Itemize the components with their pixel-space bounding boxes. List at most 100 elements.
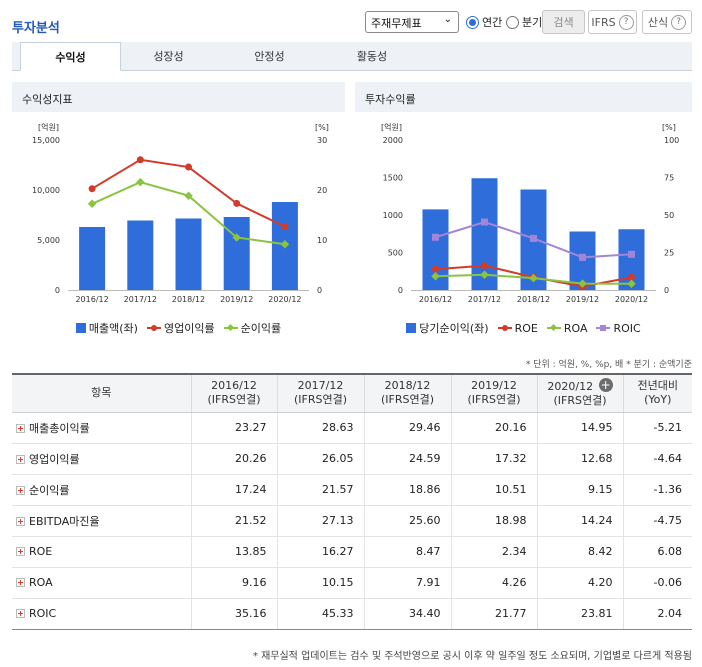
line-point[interactable] bbox=[281, 223, 289, 231]
legend-item[interactable]: 영업이익률 bbox=[146, 320, 215, 336]
legend-item[interactable]: ROIC bbox=[596, 322, 641, 335]
right-axis-unit: [%] bbox=[662, 123, 676, 132]
formula-button-label: 산식 bbox=[647, 16, 669, 29]
profitability-chart: [억원] [%] 15,000 10,000 5,000 0 30 20 10 0 2016/12 2… bbox=[32, 122, 329, 304]
value-cell: 10.15 bbox=[276, 567, 364, 599]
yoy-cell: -4.75 bbox=[622, 505, 692, 537]
line-point[interactable] bbox=[628, 250, 635, 258]
row-label-cell[interactable]: 영업이익률 bbox=[12, 443, 191, 475]
value-cell: 8.42 bbox=[536, 536, 623, 568]
legend-item[interactable]: 당기순이익(좌) bbox=[406, 320, 489, 336]
row-label: ROE bbox=[29, 545, 53, 558]
right-tick-label: 50 bbox=[664, 211, 674, 220]
row-label-cell[interactable]: ROE bbox=[12, 536, 191, 568]
update-footnote: * 재무실적 업데이트는 검수 및 주석반영으로 공시 이후 약 일주일 정도 … bbox=[252, 651, 692, 662]
tab-growth[interactable]: 성장성 bbox=[153, 50, 184, 63]
row-label-cell[interactable]: 매출총이익률 bbox=[12, 412, 191, 444]
right-tick-label: 10 bbox=[317, 236, 327, 245]
add-column-icon[interactable]: + bbox=[598, 378, 613, 393]
tab-activity[interactable]: 활동성 bbox=[356, 50, 388, 63]
line-swatch-icon bbox=[223, 323, 238, 333]
panel-title-investment-return: 투자수익률 bbox=[355, 82, 692, 112]
expand-icon[interactable] bbox=[16, 454, 25, 464]
line-point[interactable] bbox=[87, 199, 97, 209]
formula-help-button[interactable]: 산식 ? bbox=[642, 10, 692, 34]
bar[interactable] bbox=[175, 218, 202, 291]
value-cell: 12.68 bbox=[536, 443, 623, 475]
value-cell: 29.46 bbox=[363, 412, 451, 444]
line-swatch-icon bbox=[596, 323, 611, 333]
line-point[interactable] bbox=[280, 240, 290, 249]
line-point[interactable] bbox=[232, 233, 241, 242]
left-axis-unit: [억원] bbox=[38, 122, 59, 132]
line-point[interactable] bbox=[432, 233, 439, 241]
statement-select[interactable]: 주재무제표 ⌄ bbox=[365, 11, 459, 33]
line-point[interactable] bbox=[233, 199, 241, 207]
table-row: 매출총이익률 23.27 28.63 29.46 20.16 14.95 -5.21 bbox=[12, 412, 692, 444]
metric-tabs: 수익성 성장성 안정성 활동성 bbox=[12, 42, 692, 71]
annual-radio-label: 연간 bbox=[482, 16, 503, 29]
line-point[interactable] bbox=[628, 273, 635, 281]
line-point[interactable] bbox=[481, 218, 488, 226]
row-label-cell[interactable]: 순이익률 bbox=[12, 474, 191, 506]
statement-select-value: 주재무제표 bbox=[371, 17, 422, 30]
expand-icon[interactable] bbox=[16, 485, 25, 495]
row-label: 매출총이익률 bbox=[29, 421, 90, 435]
line-point[interactable] bbox=[136, 156, 144, 164]
line-point[interactable] bbox=[88, 185, 96, 193]
value-cell: 2.34 bbox=[450, 536, 537, 568]
value-cell: 14.24 bbox=[536, 505, 623, 537]
value-cell: 14.95 bbox=[536, 412, 623, 444]
legend-label: ROA bbox=[563, 321, 588, 335]
annual-radio[interactable]: 연간 bbox=[466, 14, 502, 30]
header-period: 2019/12 (IFRS연결) bbox=[450, 374, 537, 413]
row-label: 순이익률 bbox=[29, 483, 70, 497]
expand-icon[interactable] bbox=[16, 547, 25, 556]
left-tick-label: 1500 bbox=[383, 174, 403, 183]
expand-icon[interactable] bbox=[16, 516, 25, 526]
quarter-radio[interactable]: 분기 bbox=[506, 14, 542, 30]
right-tick-label: 75 bbox=[664, 174, 674, 183]
line-point[interactable] bbox=[184, 191, 193, 200]
legend-item[interactable]: ROE bbox=[497, 322, 538, 335]
expand-icon[interactable] bbox=[16, 609, 25, 618]
legend-item[interactable]: ROA bbox=[546, 321, 588, 335]
bar[interactable] bbox=[79, 227, 106, 290]
legend-label: 당기순이익(좌) bbox=[419, 322, 489, 335]
expand-icon[interactable] bbox=[16, 423, 25, 433]
line-point[interactable] bbox=[136, 177, 145, 187]
table-row: ROIC 35.16 45.33 34.40 21.77 23.81 2.04 bbox=[12, 598, 692, 630]
expand-icon[interactable] bbox=[16, 578, 25, 587]
x-tick-label: 2019/12 bbox=[220, 295, 253, 304]
line-swatch-icon bbox=[497, 323, 512, 333]
chevron-down-icon: ⌄ bbox=[443, 14, 452, 25]
line-point[interactable] bbox=[431, 272, 440, 281]
line-point[interactable] bbox=[481, 262, 488, 270]
value-cell: 8.47 bbox=[363, 536, 451, 568]
tab-stability[interactable]: 안정성 bbox=[254, 50, 285, 63]
header-period: 2017/12 (IFRS연결) bbox=[276, 374, 364, 413]
left-tick-label: 15,000 bbox=[32, 136, 60, 145]
bar[interactable] bbox=[127, 220, 154, 291]
bar[interactable] bbox=[223, 217, 250, 290]
row-label-cell[interactable]: ROIC bbox=[12, 598, 191, 630]
row-label-cell[interactable]: ROA bbox=[12, 567, 191, 599]
value-cell: 26.05 bbox=[276, 443, 364, 475]
ifrs-help-button[interactable]: IFRS ? bbox=[588, 10, 637, 34]
right-tick-label: 0 bbox=[664, 286, 669, 295]
legend-item[interactable]: 순이익률 bbox=[223, 320, 281, 336]
x-tick-label: 2016/12 bbox=[75, 295, 108, 304]
line-point[interactable] bbox=[185, 163, 192, 171]
value-cell: 24.59 bbox=[363, 443, 451, 475]
line-swatch-icon bbox=[546, 323, 561, 333]
header-item: 항목 bbox=[12, 374, 191, 413]
line-point[interactable] bbox=[530, 234, 537, 242]
line-point[interactable] bbox=[579, 253, 586, 261]
row-label-cell[interactable]: EBITDA마진율 bbox=[12, 505, 191, 537]
tab-profitability[interactable]: 수익성 bbox=[20, 42, 121, 71]
search-button[interactable]: 검색 bbox=[542, 10, 585, 34]
line-point[interactable] bbox=[480, 270, 489, 280]
line-point[interactable] bbox=[432, 265, 439, 273]
legend-item[interactable]: 매출액(좌) bbox=[75, 320, 138, 336]
x-tick-label: 2018/12 bbox=[517, 295, 550, 304]
